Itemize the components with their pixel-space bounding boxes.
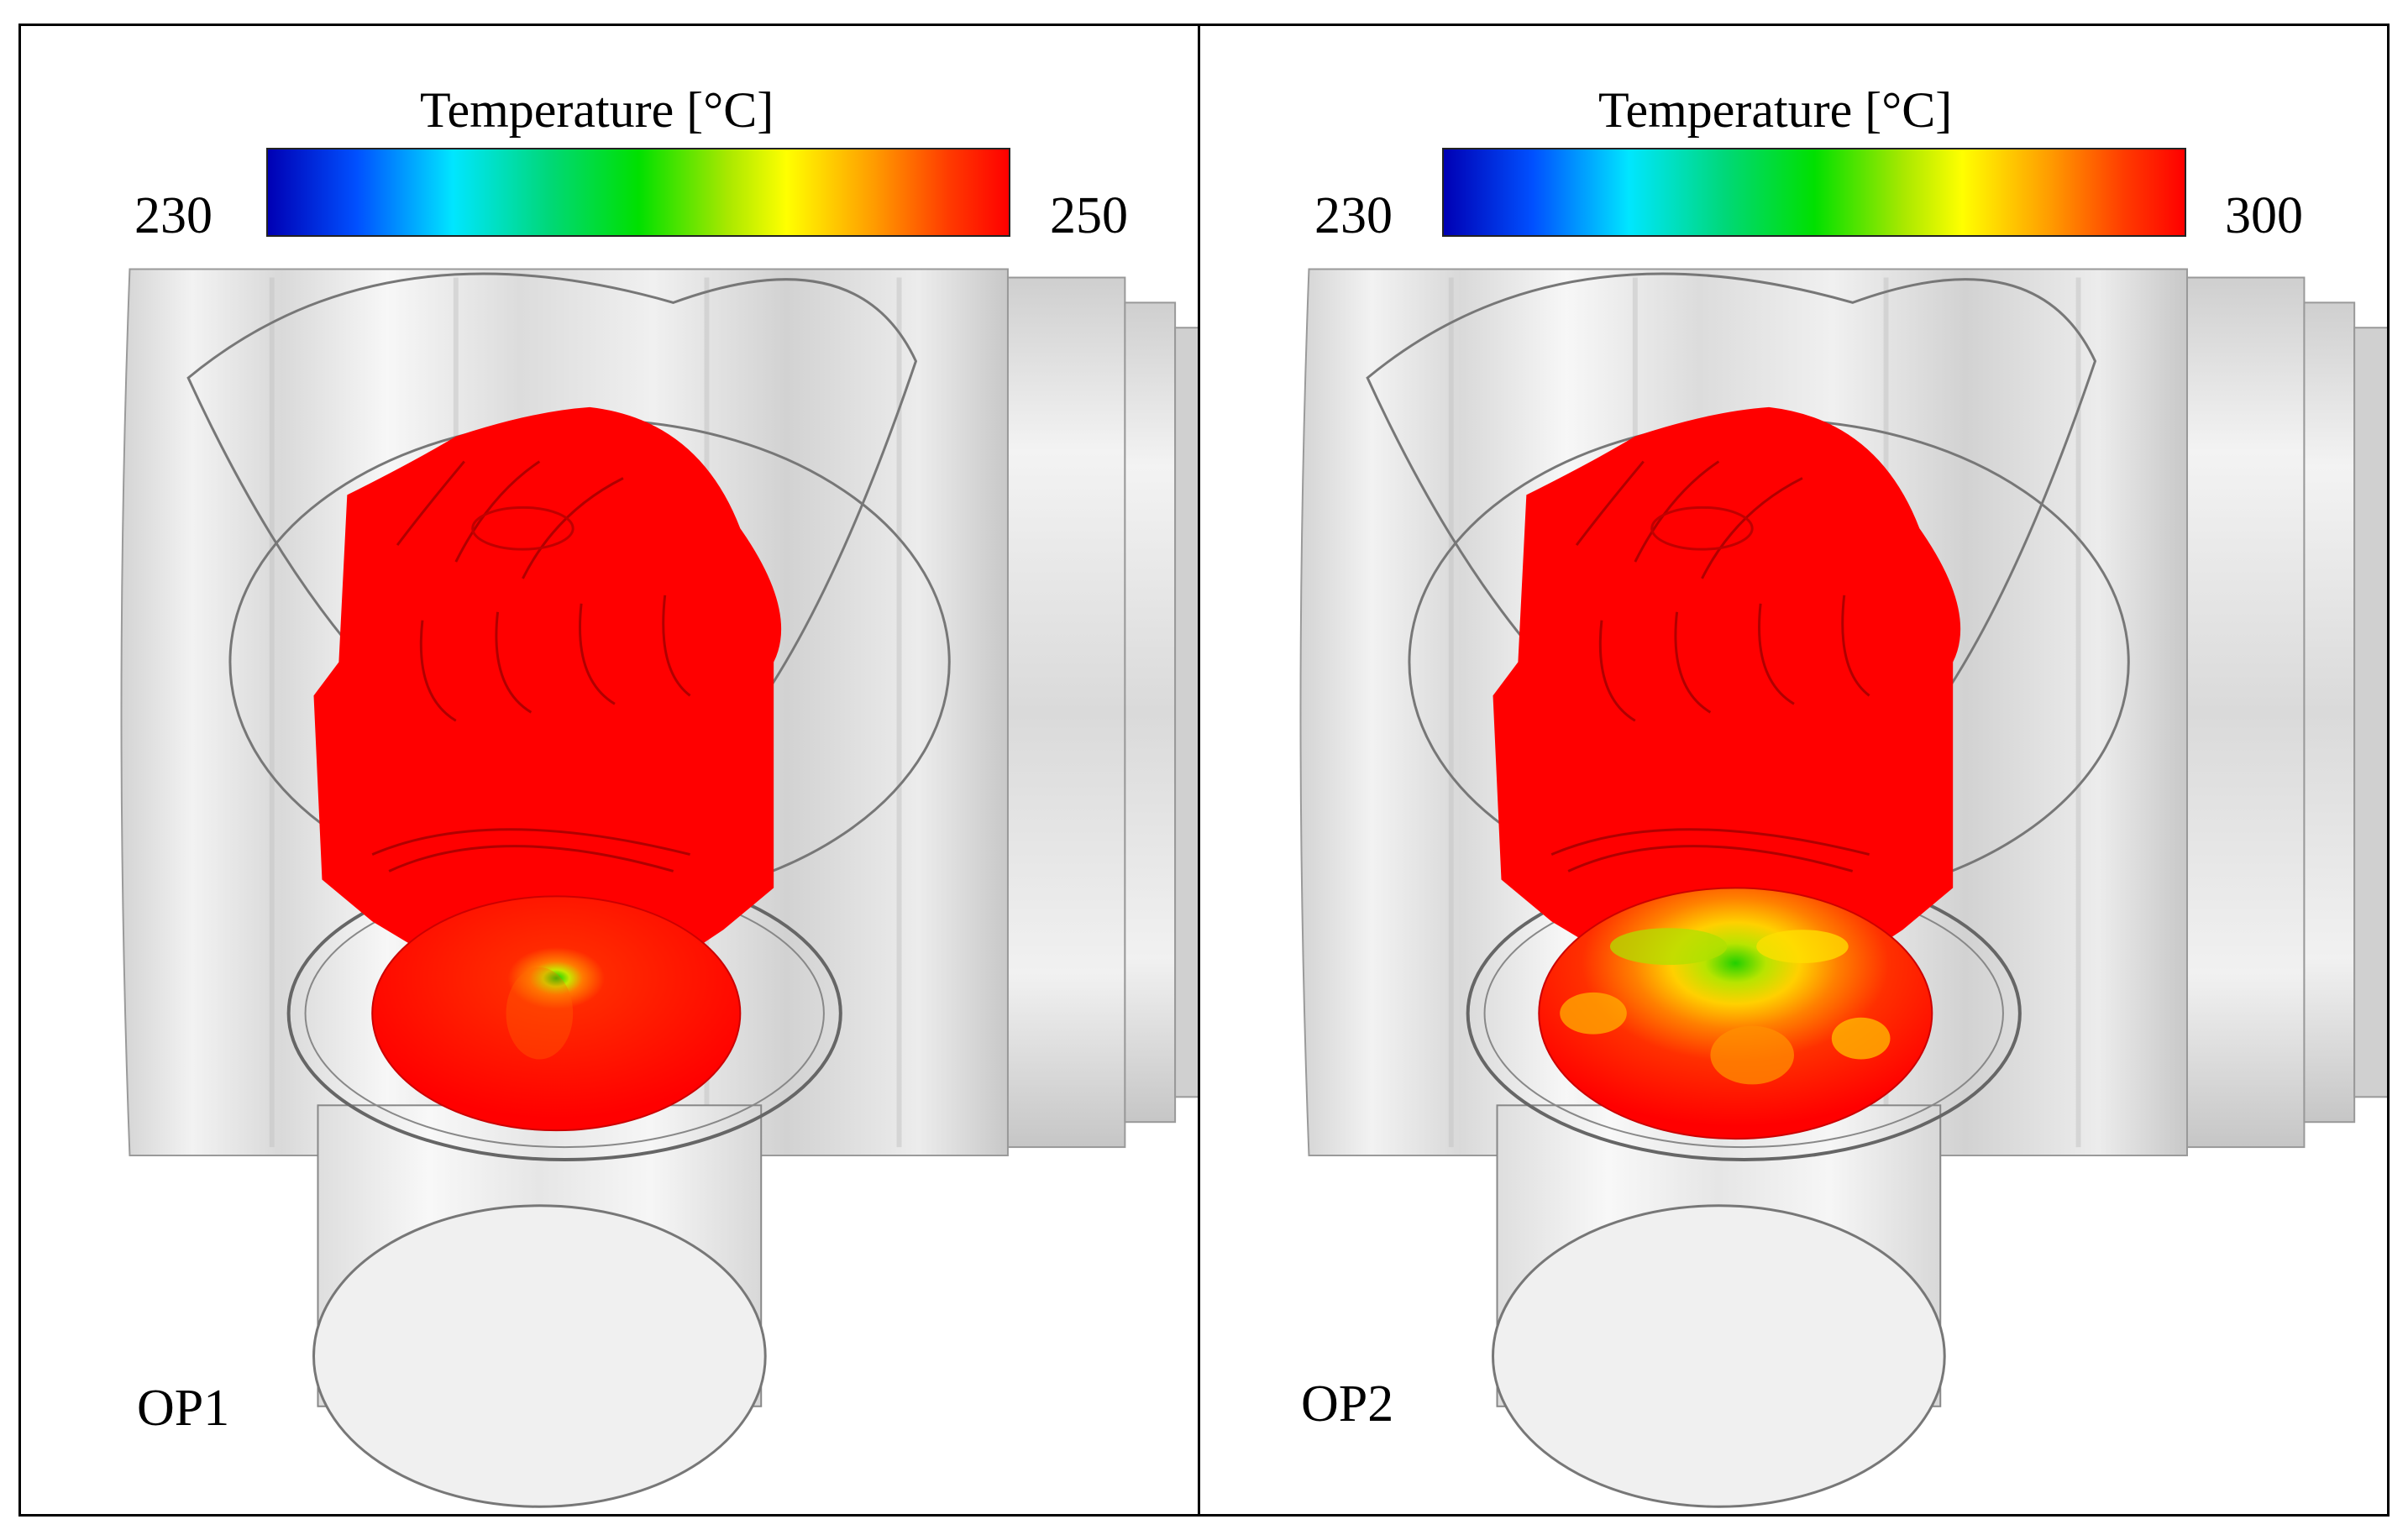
flange-outer bbox=[1124, 301, 1177, 1124]
colorbar-title: Temperature [°C] bbox=[1598, 82, 1953, 138]
outlet-pipe-end bbox=[312, 1204, 767, 1508]
outlet-pipe-end bbox=[1492, 1204, 1946, 1508]
cad-scene bbox=[120, 268, 1198, 1508]
colorbar bbox=[1442, 148, 2186, 237]
impeller-body bbox=[313, 406, 782, 972]
colorbar-min-label: 230 bbox=[134, 187, 212, 244]
impeller-body bbox=[1493, 406, 1961, 972]
flange-right bbox=[1006, 276, 1126, 1149]
shaft-right bbox=[2353, 327, 2387, 1098]
colorbar-title: Temperature [°C] bbox=[420, 82, 774, 138]
cad-scene bbox=[1299, 268, 2387, 1508]
panel-op2: Temperature [°C] 230 300 OP2 bbox=[1198, 24, 2390, 1517]
flange-right bbox=[2186, 276, 2306, 1149]
valve-disc bbox=[371, 895, 742, 1132]
colorbar-max-label: 300 bbox=[2225, 187, 2303, 244]
colorbar-max-label: 250 bbox=[1050, 187, 1128, 244]
colorbar bbox=[266, 148, 1010, 237]
panel-op1: Temperature [°C] 230 250 OP1 bbox=[18, 24, 1200, 1517]
colorbar-min-label: 230 bbox=[1314, 187, 1393, 244]
case-label: OP2 bbox=[1301, 1375, 1394, 1433]
impeller-eye bbox=[1650, 506, 1754, 551]
flange-outer bbox=[2303, 301, 2356, 1124]
impeller-eye bbox=[471, 506, 574, 551]
shaft-right bbox=[1174, 327, 1198, 1098]
case-label: OP1 bbox=[137, 1380, 230, 1437]
